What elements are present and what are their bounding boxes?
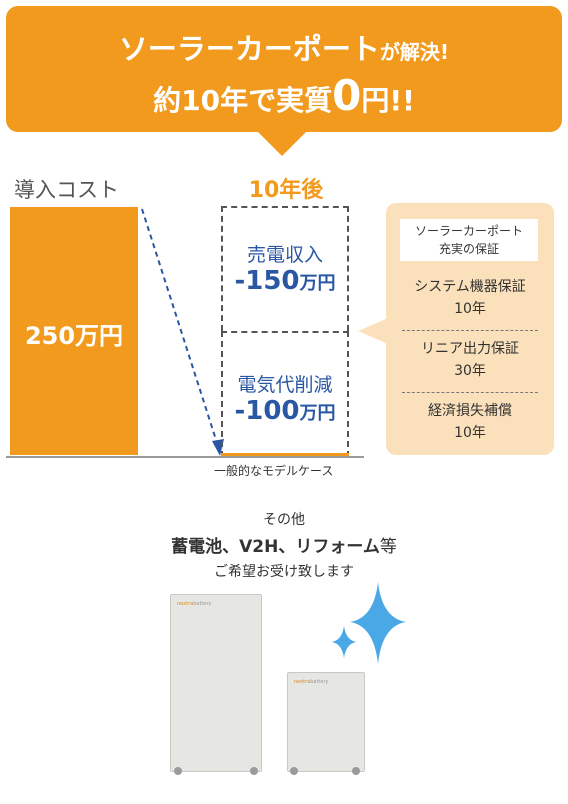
banner-pointer [256,130,308,156]
other-products-suffix: 等 [379,537,397,557]
warranty-item-name: システム機器保証 [414,279,526,295]
warranty-item: 経済損失補償 10年 [398,400,542,444]
elec-title: 電気代削減 [237,374,333,396]
wheel-icon [250,767,258,775]
wheel-icon [290,767,298,775]
wheel-icon [174,767,182,775]
elec-number: -100 [234,396,300,426]
after-label: 10年後 [248,178,324,203]
warranty-item-name: リニア出力保証 [421,341,519,357]
banner-headline-main: ソーラーカーポート [118,32,380,66]
sale-value: -150万円 [221,266,349,296]
sale-title: 売電収入 [246,244,323,266]
banner-sub-prefix: 約10年で実質 [153,84,333,117]
sale-box [221,206,349,331]
warranty-item-term: 10年 [454,425,486,441]
banner-subheadline: 約10年で実質0円!! [0,75,568,119]
other-request: ご希望お受け致します [214,564,354,580]
callout-pointer [358,318,388,344]
warranty-item-term: 10年 [454,301,486,317]
sparkle-icon [332,582,406,664]
other-products: 蓄電池、V2H、リフォーム等 [0,532,568,557]
other-products-main: 蓄電池、V2H、リフォーム [171,537,380,557]
battery-large-image: nextrabattery [170,594,262,772]
warranty-divider [402,330,538,331]
header-banner [6,6,562,132]
banner-headline-suffix: が解決! [379,40,450,64]
banner-sub-suffix: 円!! [361,84,415,117]
cost-label: 導入コスト [14,178,119,202]
other-intro: その他 [263,512,305,528]
elec-unit: 万円 [299,403,336,424]
warranty-item: リニア出力保証 30年 [398,338,542,382]
baseline [6,456,364,458]
sale-unit: 万円 [299,273,336,294]
warranty-header: ソーラーカーポート 充実の保証 [400,219,538,261]
banner-sub-zero: 0 [332,71,362,120]
case-note: 一般的なモデルケース [214,464,334,478]
battery-logo: nextrabattery [177,601,212,607]
cost-value: 250万円 [24,322,124,350]
sale-number: -150 [234,266,300,296]
warranty-header-line2: 充実の保証 [438,242,499,256]
warranty-item-term: 30年 [454,363,486,379]
cost-bar [10,207,138,455]
warranty-divider [402,392,538,393]
battery-small-image: nextrabattery [287,672,365,772]
warranty-item: システム機器保証 10年 [398,276,542,320]
banner-headline: ソーラーカーポートが解決! [0,26,568,68]
elec-value: -100万円 [221,396,349,426]
battery-logo: nextrabattery [294,679,329,685]
warranty-item-name: 経済損失補償 [428,403,512,419]
warranty-header-line1: ソーラーカーポート [414,224,523,238]
wheel-icon [352,767,360,775]
zero-bar [221,453,349,457]
